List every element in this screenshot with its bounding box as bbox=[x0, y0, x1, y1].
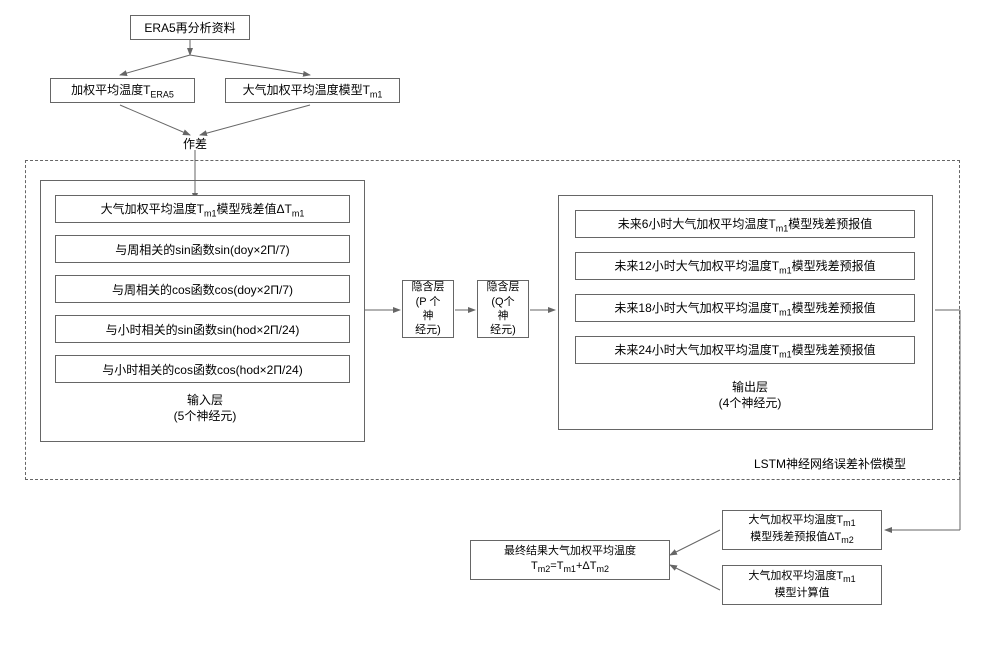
lstm-title: LSTM神经网络误差补偿模型 bbox=[730, 455, 930, 472]
input-layer-title: 输入层(5个神经元) bbox=[155, 393, 255, 424]
output-n2: 未来12小时大气加权平均温度Tm1模型残差预报值 bbox=[575, 252, 915, 280]
hidden2: 隐含层 (Q个神 经元) bbox=[477, 280, 529, 338]
final-box: 最终结果大气加权平均温度 Tm2=Tm1+ΔTm2 bbox=[470, 540, 670, 580]
input-n5: 与小时相关的cos函数cos(hod×2Π/24) bbox=[55, 355, 350, 383]
output-n4: 未来24小时大气加权平均温度Tm1模型残差预报值 bbox=[575, 336, 915, 364]
era5-text: ERA5再分析资料 bbox=[144, 19, 235, 36]
output-n3: 未来18小时大气加权平均温度Tm1模型残差预报值 bbox=[575, 294, 915, 322]
diff-label: 作差 bbox=[175, 135, 215, 152]
input-n3: 与周相关的cos函数cos(doy×2Π/7) bbox=[55, 275, 350, 303]
tm1-box: 大气加权平均温度模型Tm1 bbox=[225, 78, 400, 103]
hidden1: 隐含层 (P 个神 经元) bbox=[402, 280, 454, 338]
calc-box: 大气加权平均温度Tm1 模型计算值 bbox=[722, 565, 882, 605]
teras-text: 加权平均温度TERA5 bbox=[71, 81, 174, 99]
teras-box: 加权平均温度TERA5 bbox=[50, 78, 195, 103]
era5-box: ERA5再分析资料 bbox=[130, 15, 250, 40]
input-n1: 大气加权平均温度Tm1模型残差值ΔTm1 bbox=[55, 195, 350, 223]
tm1-text: 大气加权平均温度模型Tm1 bbox=[243, 81, 383, 99]
pred-box: 大气加权平均温度Tm1 模型残差预报值ΔTm2 bbox=[722, 510, 882, 550]
output-layer-title: 输出层(4个神经元) bbox=[700, 380, 800, 411]
input-n4: 与小时相关的sin函数sin(hod×2Π/24) bbox=[55, 315, 350, 343]
output-n1: 未来6小时大气加权平均温度Tm1模型残差预报值 bbox=[575, 210, 915, 238]
input-n2: 与周相关的sin函数sin(doy×2Π/7) bbox=[55, 235, 350, 263]
